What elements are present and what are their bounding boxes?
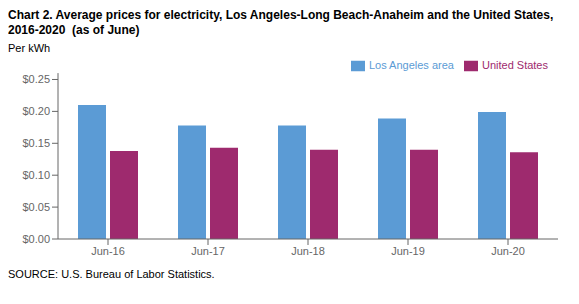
- svg-text:Jun-18: Jun-18: [291, 245, 325, 257]
- svg-text:$0.00: $0.00: [22, 233, 50, 245]
- html-text:Per kWh: Per kWh: [8, 42, 51, 54]
- svg-text:Jun-19: Jun-19: [391, 245, 425, 257]
- html-text:United States: United States: [482, 59, 548, 71]
- html-text:Los Angeles area: Los Angeles area: [368, 59, 454, 71]
- svg-text:Jun-20: Jun-20: [491, 245, 525, 257]
- svg-text:Jun-17: Jun-17: [191, 245, 225, 257]
- html-text:SOURCE: U.S. Bureau of Labor S: SOURCE: U.S. Bureau of Labor Statistics.: [8, 268, 215, 280]
- svg-text:$0.10: $0.10: [22, 169, 50, 181]
- svg-text:Jun-16: Jun-16: [91, 245, 125, 257]
- svg-text:$0.05: $0.05: [22, 201, 50, 213]
- svg-text:$0.15: $0.15: [22, 137, 50, 149]
- svg-text:$0.20: $0.20: [22, 105, 50, 117]
- svg-text:$0.25: $0.25: [22, 73, 50, 85]
- html-text:Chart 2. Average prices for el: Chart 2. Average prices for electricity,…: [8, 8, 557, 37]
